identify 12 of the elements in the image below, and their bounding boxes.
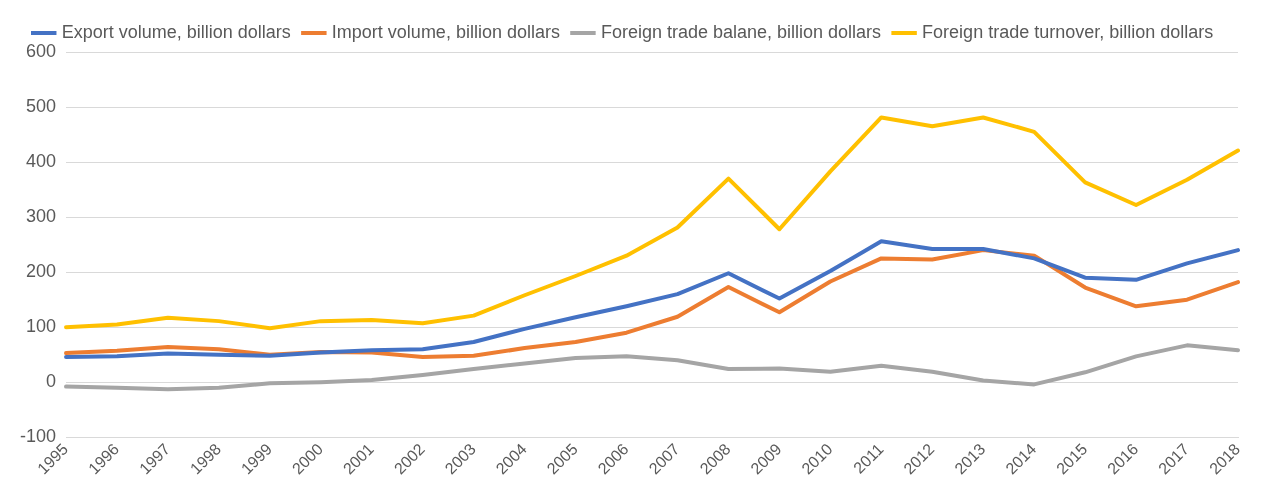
- y-tick-label: 200: [25, 261, 57, 282]
- y-tick-label: 600: [25, 40, 57, 61]
- y-tick-label: 500: [25, 96, 57, 117]
- y-tick-label: 400: [25, 151, 57, 172]
- legend-label: Foreign trade balane, billion dollars: [600, 21, 882, 42]
- legend-label: Foreign trade turnover, billion dollars: [922, 21, 1214, 42]
- y-tick-label: 0: [46, 371, 57, 392]
- y-tick-label: 100: [25, 316, 57, 337]
- y-tick-label: -100: [20, 426, 57, 447]
- y-tick-label: 300: [25, 206, 57, 227]
- legend-label: Export volume, billion dollars: [61, 21, 291, 42]
- legend-label: Import volume, billion dollars: [331, 21, 560, 42]
